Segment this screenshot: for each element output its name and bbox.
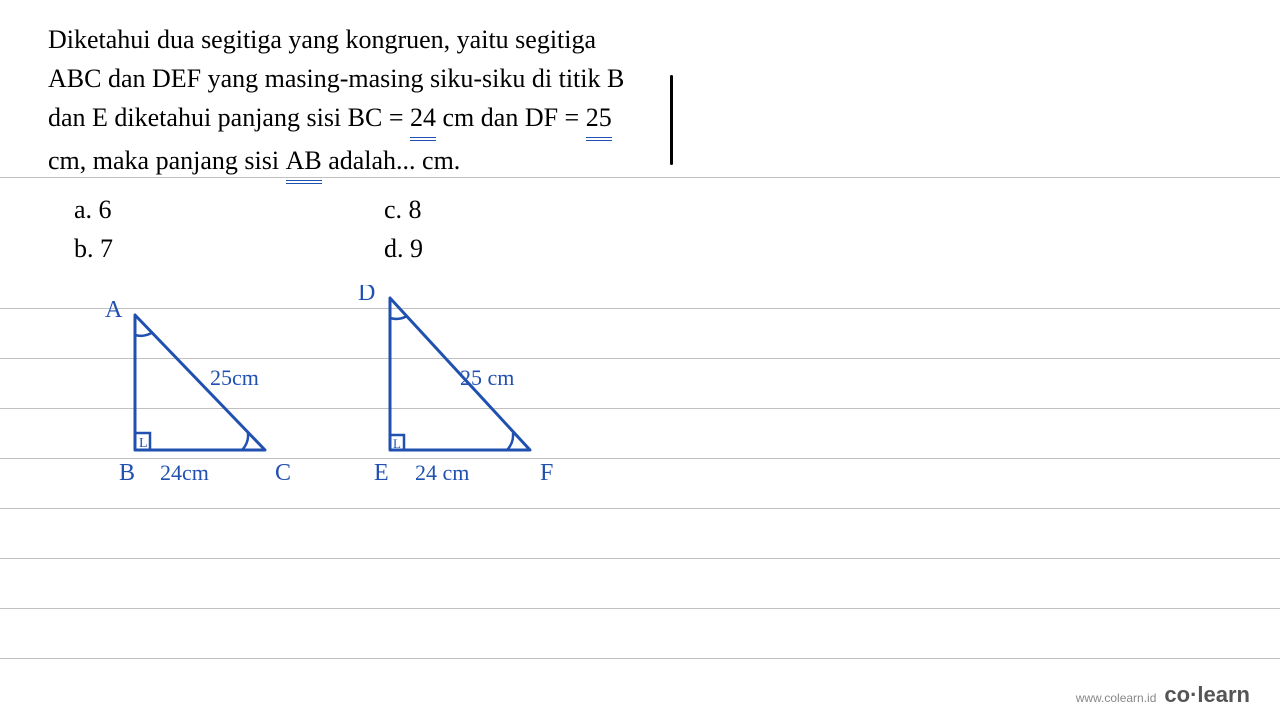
label-c: C bbox=[275, 460, 291, 486]
bc-value: 24 bbox=[410, 98, 436, 141]
triangle-abc: A B C 25cm 24cm L bbox=[105, 297, 291, 486]
option-a: a. 6 bbox=[74, 190, 384, 229]
label-b: B bbox=[119, 460, 135, 486]
ab-text: AB bbox=[286, 141, 322, 184]
option-d: d. 9 bbox=[384, 229, 423, 268]
base-label-1: 24cm bbox=[160, 460, 209, 485]
hyp-label-1: 25cm bbox=[210, 365, 259, 390]
problem-line-2: ABC dan DEF yang masing-masing siku-siku… bbox=[48, 59, 624, 98]
df-value: 25 bbox=[586, 98, 612, 141]
problem-line-4: cm, maka panjang sisi AB adalah... cm. bbox=[48, 141, 624, 184]
drawing-area: A B C 25cm 24cm L D E F 25 cm 24 cm L bbox=[90, 285, 610, 495]
footer-brand: co·learn bbox=[1164, 682, 1250, 708]
option-b: b. 7 bbox=[74, 229, 384, 268]
label-a: A bbox=[105, 297, 123, 323]
triangles-svg: A B C 25cm 24cm L D E F 25 cm 24 cm L bbox=[90, 285, 650, 505]
footer-url: www.colearn.id bbox=[1076, 691, 1157, 705]
label-e: E bbox=[374, 460, 389, 486]
vertical-stroke bbox=[670, 75, 673, 165]
problem-line-1: Diketahui dua segitiga yang kongruen, ya… bbox=[48, 20, 624, 59]
footer: www.colearn.id co·learn bbox=[1076, 682, 1250, 708]
right-angle-l-1: L bbox=[139, 436, 148, 451]
options: a. 6 c. 8 b. 7 d. 9 bbox=[74, 190, 423, 268]
right-angle-l-2: L bbox=[393, 436, 401, 451]
problem-text: Diketahui dua segitiga yang kongruen, ya… bbox=[48, 20, 624, 184]
problem-line-3: dan E diketahui panjang sisi BC = 24 cm … bbox=[48, 98, 624, 141]
base-label-2: 24 cm bbox=[415, 460, 469, 485]
label-f: F bbox=[540, 460, 553, 486]
hyp-label-2: 25 cm bbox=[460, 365, 514, 390]
triangle-def: D E F 25 cm 24 cm L bbox=[358, 285, 553, 486]
label-d: D bbox=[358, 285, 375, 306]
option-c: c. 8 bbox=[384, 190, 422, 229]
